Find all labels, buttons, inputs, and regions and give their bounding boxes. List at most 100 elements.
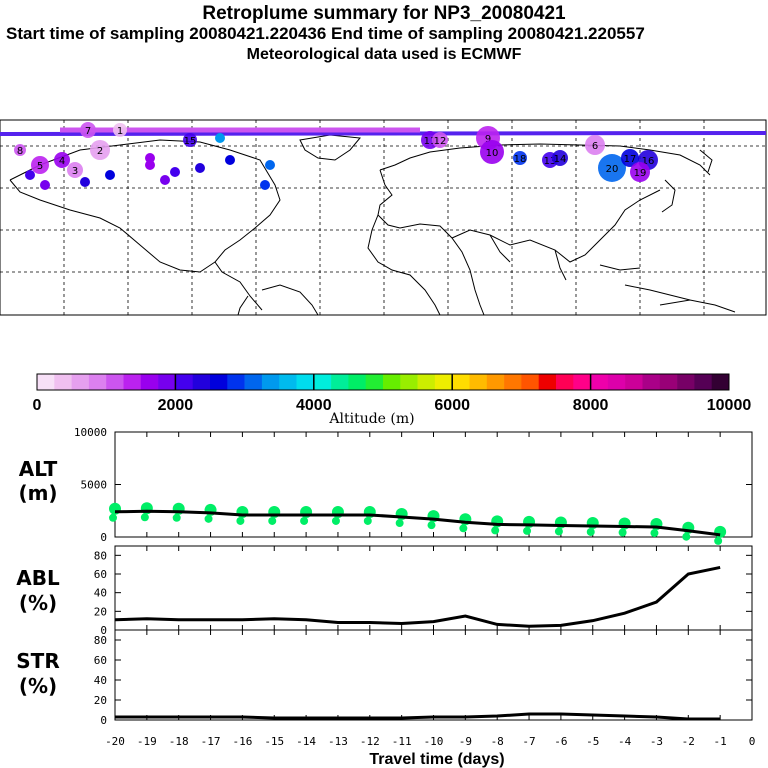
colorbar-label: 0 xyxy=(33,397,42,414)
plume-cluster-label: 12 xyxy=(434,136,447,147)
alt-point xyxy=(459,524,468,533)
alt-point xyxy=(300,516,309,525)
colorbar-label: 6000 xyxy=(434,397,470,414)
plume-cluster-label: 16 xyxy=(642,156,655,167)
plume-cluster xyxy=(31,156,49,174)
colorbar-swatch xyxy=(88,374,107,390)
series-line xyxy=(114,565,721,628)
plume-point xyxy=(260,180,270,190)
colorbar-swatch xyxy=(659,374,678,390)
colorbar-swatch xyxy=(331,374,349,390)
series-line xyxy=(114,509,721,537)
plume-point xyxy=(40,180,50,190)
colorbar-swatch xyxy=(227,374,245,390)
colorbar-swatch xyxy=(434,374,453,390)
plume-cluster-label: 9 xyxy=(485,134,491,145)
colorbar-swatch xyxy=(538,374,557,390)
str-label: STR (%) xyxy=(16,649,59,698)
x-tick-label: -19 xyxy=(137,735,157,748)
plume-cluster-label: 20 xyxy=(606,164,619,175)
plume-cluster xyxy=(480,140,504,164)
x-tick-label: 0 xyxy=(749,735,756,748)
x-tick-label: -8 xyxy=(491,735,504,748)
plume-cluster xyxy=(585,135,605,155)
colorbar-swatch xyxy=(590,374,609,390)
chart-title: Retroplume summary for NP3_20080421 xyxy=(202,3,566,24)
colorbar-swatch xyxy=(711,374,730,390)
x-tick-label: -10 xyxy=(424,735,444,748)
y-tick-label: 60 xyxy=(94,654,107,667)
x-tick-label: -6 xyxy=(554,735,567,748)
str-panel: 0 20 40 60 80 xyxy=(94,629,753,727)
plume-point xyxy=(105,170,115,180)
plume-point xyxy=(225,155,235,165)
colorbar-swatch xyxy=(521,374,539,390)
colorbar-swatch xyxy=(348,374,366,390)
plume-point xyxy=(195,163,205,173)
plume-cluster xyxy=(113,123,127,137)
plume-cluster xyxy=(54,152,70,168)
plume-cluster-label: 1 xyxy=(117,126,123,137)
colorbar-label: 10000 xyxy=(707,397,752,414)
alt-point xyxy=(714,536,723,545)
colorbar-swatch xyxy=(694,374,712,390)
colorbar-swatch xyxy=(123,374,142,390)
colorbar-swatch xyxy=(279,374,297,390)
x-tick-label: -2 xyxy=(682,735,695,748)
plume-cluster-label: 15 xyxy=(184,136,197,147)
x-tick-label: -3 xyxy=(650,735,663,748)
plume-cluster-label: 13 xyxy=(544,156,557,167)
x-tick-label: -17 xyxy=(201,735,221,748)
plume-cluster-label: 17 xyxy=(624,154,637,165)
y-tick-label: 20 xyxy=(94,605,107,618)
plume-cluster-label: 11 xyxy=(424,136,437,147)
colorbar-swatch xyxy=(417,374,436,390)
colorbar-swatch xyxy=(642,374,661,390)
x-axis-label: Travel time (days) xyxy=(369,751,504,768)
y-tick-label: 0 xyxy=(100,714,107,727)
x-tick-label: -9 xyxy=(459,735,472,748)
plume-cluster-label: 7 xyxy=(85,126,91,137)
trajectory-band xyxy=(0,131,767,136)
y-tick-label: 10000 xyxy=(74,426,107,439)
y-tick-label: 80 xyxy=(94,634,107,647)
colorbar-swatch xyxy=(400,374,418,390)
panel-frame xyxy=(114,629,753,721)
x-tick-label: -15 xyxy=(264,735,284,748)
plume-cluster-label: 4 xyxy=(59,156,65,167)
plume-point xyxy=(145,160,155,170)
plume-point xyxy=(25,170,35,180)
plume-cluster-label: 19 xyxy=(634,168,647,179)
plume-cluster-label: 5 xyxy=(37,161,43,172)
abl-label-line2: (%) xyxy=(19,591,57,615)
alt-point xyxy=(331,516,340,525)
plume-point xyxy=(145,153,155,163)
plume-cluster xyxy=(598,154,626,182)
y-tick-label: 5000 xyxy=(81,479,108,492)
plume-cluster-label: 6 xyxy=(592,141,598,152)
plume-cluster-label: 18 xyxy=(514,154,527,165)
plume-cluster-label: 10 xyxy=(486,148,499,159)
x-tick-label: -7 xyxy=(522,735,535,748)
plume-point xyxy=(80,177,90,187)
colorbar-swatch xyxy=(486,374,505,390)
abl-label-line1: ABL xyxy=(16,566,60,590)
plume-cluster-label: 3 xyxy=(72,166,78,177)
colorbar-swatch xyxy=(677,374,695,390)
met-data-note: Meteorological data used is ECMWF xyxy=(246,46,522,63)
alt-point xyxy=(172,513,181,522)
colorbar-label: 4000 xyxy=(296,397,332,414)
x-tick-label: -4 xyxy=(618,735,632,748)
alt-point xyxy=(682,532,691,541)
colorbar-swatch xyxy=(71,374,90,390)
abl-label: ABL (%) xyxy=(16,566,60,615)
plume-cluster-label: 14 xyxy=(554,154,567,165)
alt-label-line2: (m) xyxy=(18,481,57,505)
colorbar-swatch xyxy=(296,374,315,390)
y-tick-label: 40 xyxy=(94,587,107,600)
colorbar-swatch xyxy=(313,374,332,390)
colorbar-swatch xyxy=(504,374,522,390)
colorbar-swatch xyxy=(556,374,574,390)
